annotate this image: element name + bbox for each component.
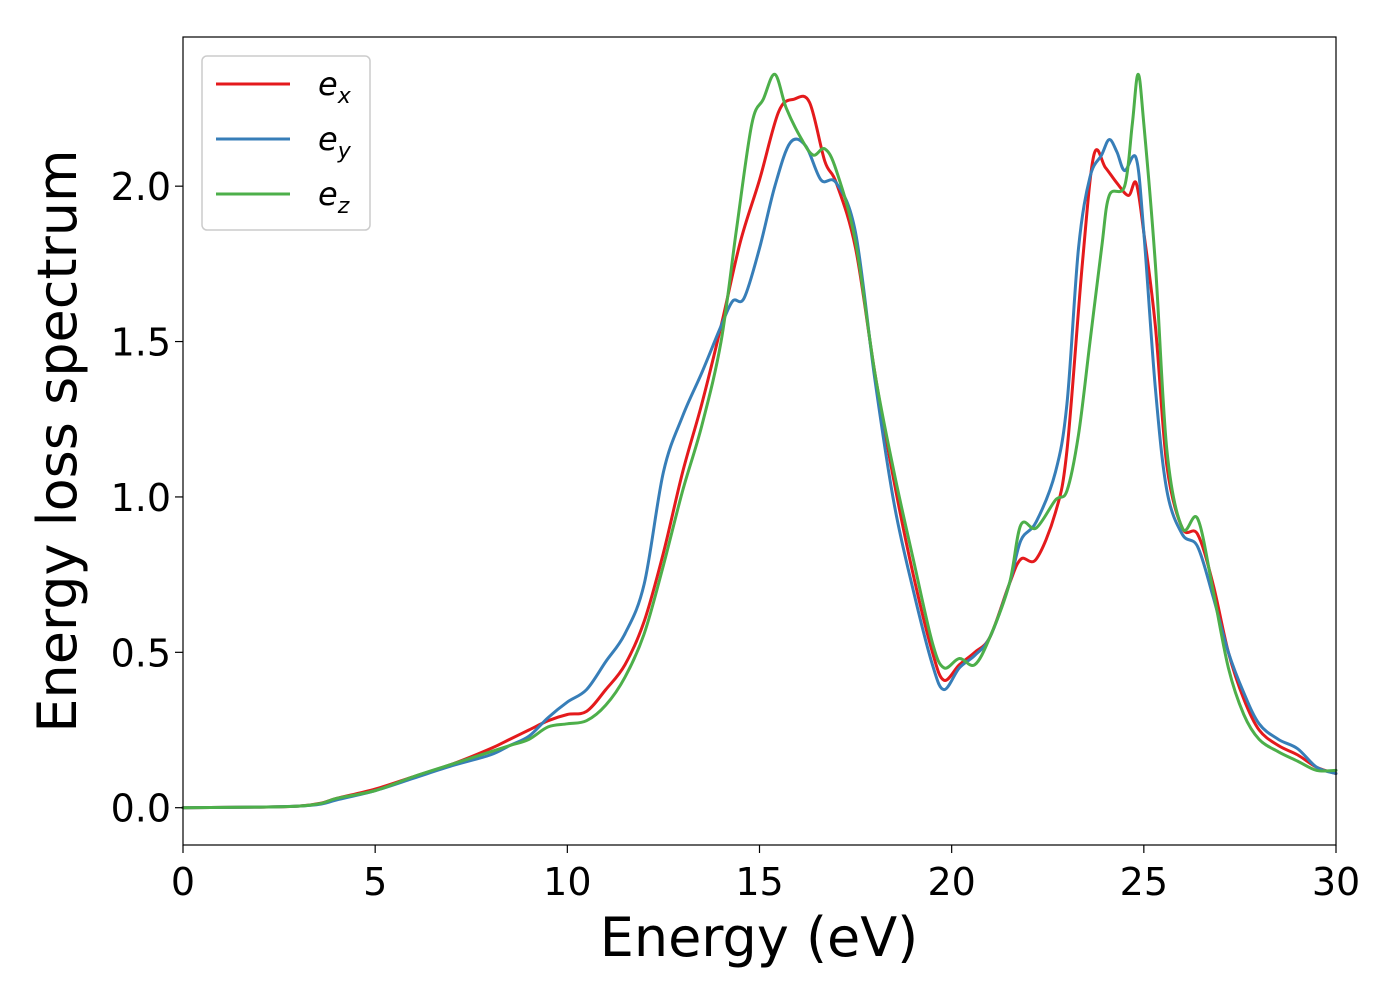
- legend-box: [201, 55, 371, 231]
- y-tick-label: 1.5: [111, 321, 171, 365]
- x-tick-label: 30: [1312, 860, 1360, 904]
- x-axis-label: Energy (eV): [600, 906, 919, 969]
- y-tick-label: 0.5: [111, 631, 171, 675]
- x-tick-label: 20: [927, 860, 975, 904]
- y-axis: 0.0 0.5 1.0 1.5 2.0: [111, 165, 183, 831]
- y-tick-label: 0.0: [111, 787, 171, 831]
- series-line-ez: [181, 72, 1338, 810]
- x-tick-label: 15: [735, 860, 783, 904]
- x-tick-label: 0: [171, 860, 195, 904]
- legend-entry-ex: ex: [318, 65, 352, 109]
- x-tick-label: 5: [363, 860, 387, 904]
- y-axis-label: Energy loss spectrum: [26, 149, 89, 732]
- y-tick-label: 2.0: [111, 165, 171, 209]
- series-line-ey: [181, 137, 1338, 810]
- x-tick-label: 25: [1120, 860, 1168, 904]
- y-tick-label: 1.0: [111, 476, 171, 520]
- x-axis: 0 5 10 15 20 25 30: [171, 845, 1360, 904]
- x-tick-label: 10: [543, 860, 591, 904]
- legend-entry-ey: ey: [318, 120, 352, 164]
- series-layer: [181, 72, 1338, 810]
